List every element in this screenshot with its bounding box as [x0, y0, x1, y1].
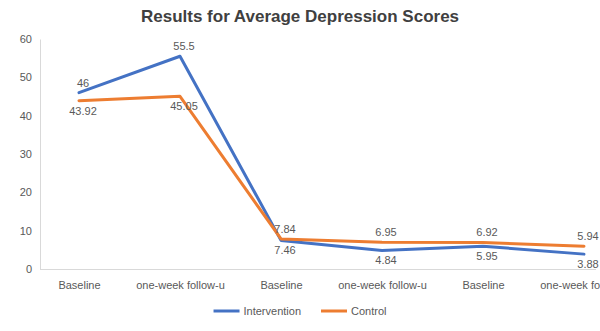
y-tick: 10 [20, 225, 40, 237]
data-label: 7.46 [274, 244, 295, 256]
x-tick-label: Baseline [462, 279, 504, 291]
data-label: 6.95 [375, 226, 396, 238]
x-tick-label: Baseline [260, 279, 302, 291]
x-tick-label: one-week follow-u [136, 279, 225, 291]
y-tick-label: 30 [20, 148, 32, 160]
data-label: 3.88 [577, 258, 598, 270]
y-tick-label: 60 [20, 33, 32, 45]
y-tick: 30 [20, 148, 40, 160]
x-tick-label: one-week follow-u [338, 279, 427, 291]
chart-title: Results for Average Depression Scores [141, 7, 459, 26]
x-tick: Baseline [260, 269, 302, 291]
data-label: 55.5 [173, 40, 194, 52]
chart-svg: Results for Average Depression Scores 0 10… [0, 0, 600, 331]
y-tick-label: 0 [26, 263, 32, 275]
y-axis-line [40, 40, 41, 270]
y-tick-label: 10 [20, 225, 32, 237]
y-tick-label: 50 [20, 71, 32, 83]
y-tick: 20 [20, 186, 40, 198]
legend-item: Control [321, 305, 386, 317]
x-tick: Baseline [58, 269, 100, 291]
legend-label: Control [351, 305, 386, 317]
legend-item: Intervention [214, 305, 301, 317]
legend-label: Intervention [244, 305, 301, 317]
series-line [79, 96, 584, 246]
data-label: 5.94 [577, 230, 598, 242]
x-tick: one-week follow-u [540, 269, 600, 291]
data-labels: 46 55.5 7.46 4.84 5.95 3.88 43.92 45.05 7.84 6.95… [69, 40, 598, 270]
legend-swatch [214, 310, 240, 313]
x-axis-line [40, 269, 596, 270]
x-tick: one-week follow-u [338, 269, 427, 291]
plot-area [79, 56, 584, 254]
y-tick-label: 40 [20, 110, 32, 122]
data-label: 43.92 [69, 105, 97, 117]
y-tick: 40 [20, 110, 40, 122]
y-tick: 60 [20, 33, 40, 45]
y-tick: 50 [20, 71, 40, 83]
y-tick-label: 20 [20, 186, 32, 198]
data-label: 4.84 [375, 254, 396, 266]
series-line [79, 56, 584, 254]
x-tick-label: one-week follow-u [540, 279, 600, 291]
chart-container: Results for Average Depression Scores 0 10… [0, 0, 600, 331]
data-label: 46 [77, 77, 89, 89]
y-axis: 0 10 20 30 40 50 60 [20, 33, 41, 275]
legend: Intervention Control [214, 305, 387, 317]
x-tick: Baseline [462, 269, 504, 291]
data-label: 6.92 [476, 226, 497, 238]
x-axis: Baseline one-week follow-u Baseline one-wee… [40, 269, 600, 291]
y-tick: 0 [26, 263, 40, 275]
data-label: 5.95 [476, 250, 497, 262]
x-tick-label: Baseline [58, 279, 100, 291]
data-label: 7.84 [274, 223, 295, 235]
data-label: 45.05 [170, 100, 198, 112]
legend-swatch [321, 310, 347, 313]
x-tick: one-week follow-u [136, 269, 225, 291]
